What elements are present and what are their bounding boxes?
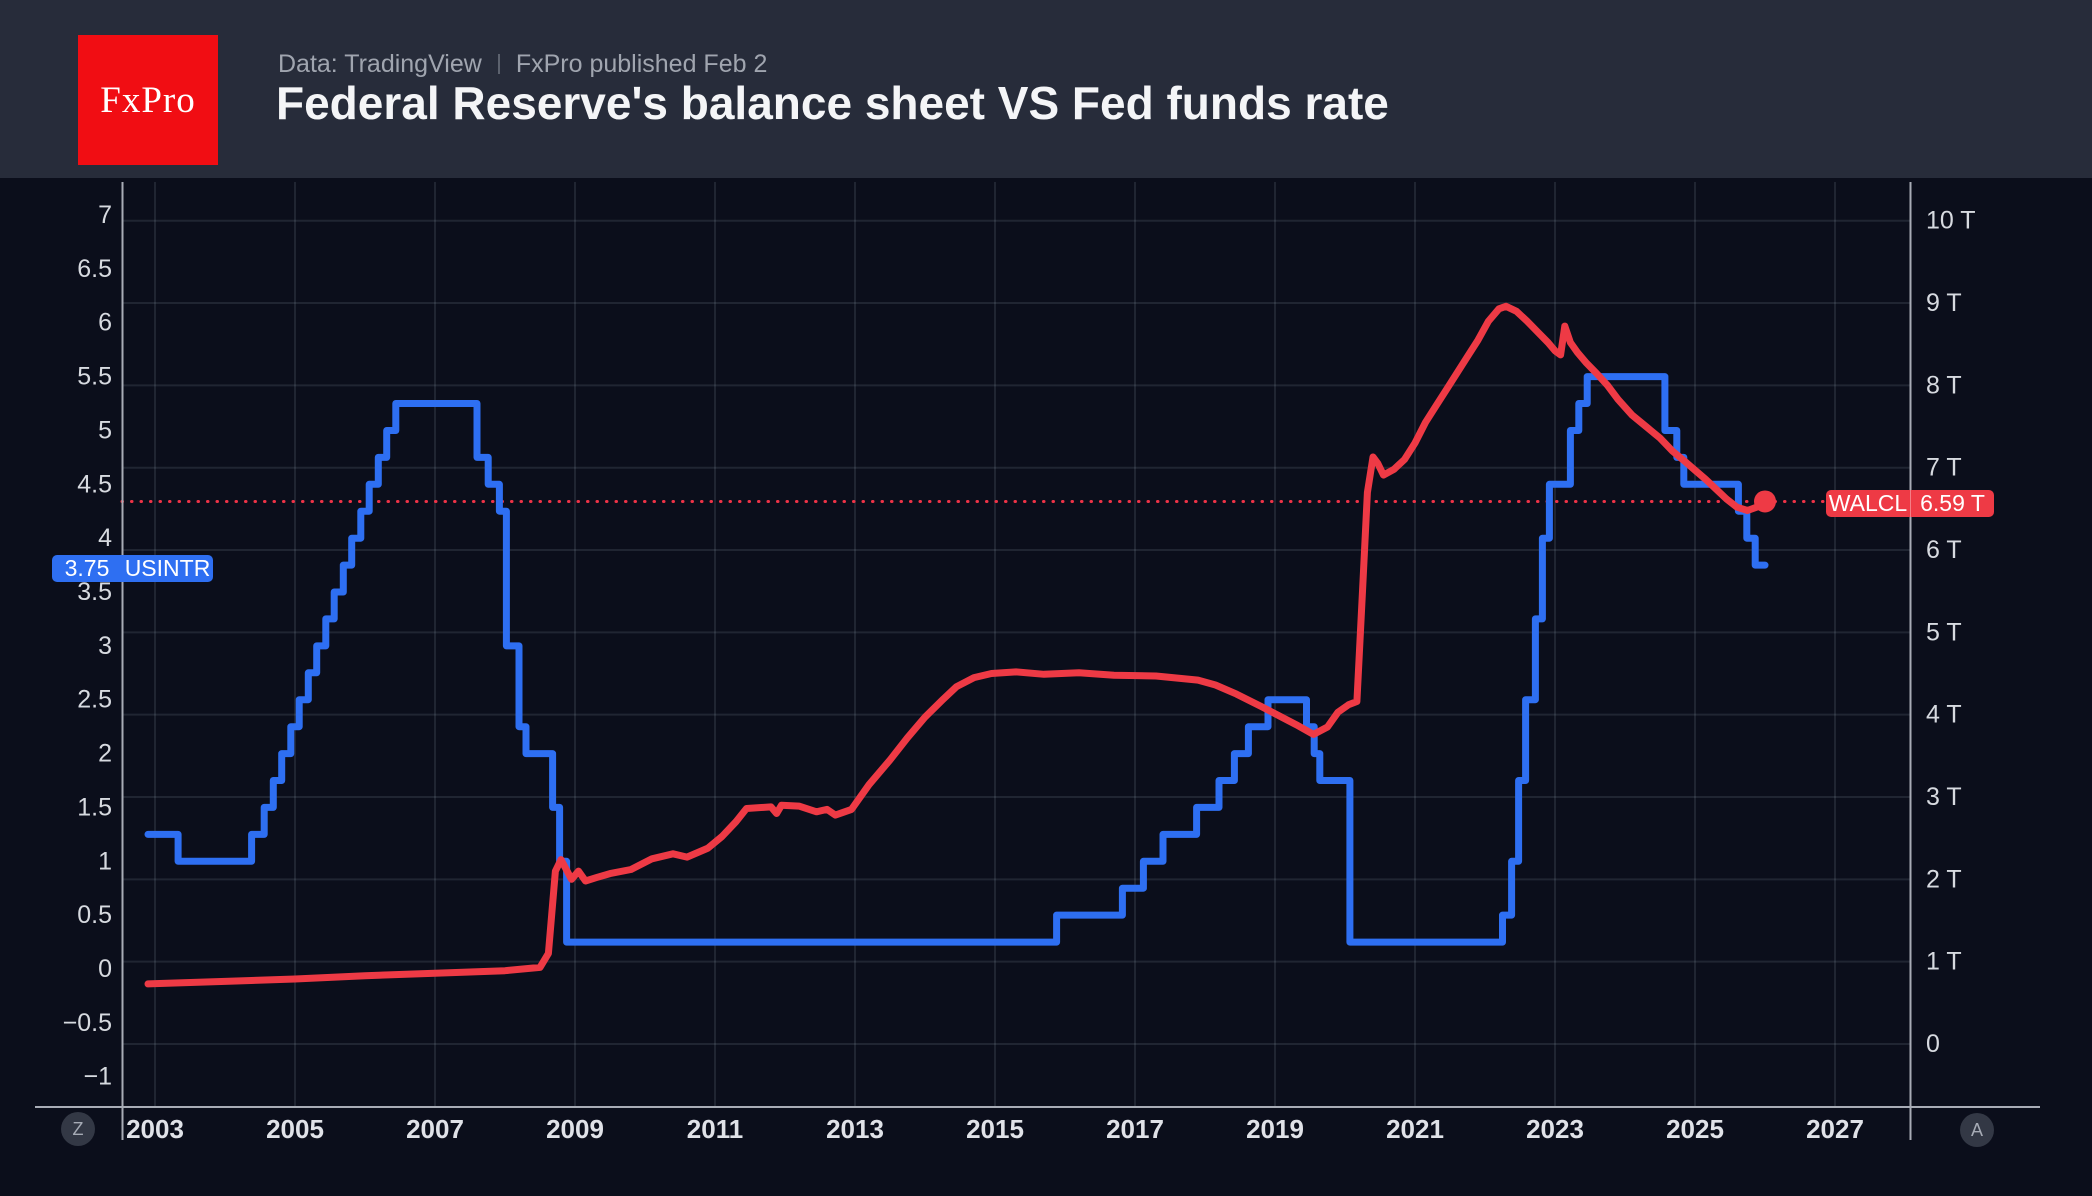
timezone-button[interactable]: Z <box>61 1112 95 1146</box>
left-axis-tick: 6 <box>98 309 112 337</box>
time-axis-tick: 2013 <box>826 1114 884 1144</box>
published-label: FxPro published Feb 2 <box>515 49 768 78</box>
right-axis-tick: 5 T <box>1926 618 1962 646</box>
header: FxPro Data: TradingView FxPro published … <box>0 0 2092 178</box>
time-axis-tick: 2007 <box>406 1114 464 1144</box>
fxpro-logo: FxPro <box>78 35 218 165</box>
left-axis-tick: 5 <box>98 416 112 444</box>
time-axis-tick: 2005 <box>266 1114 324 1144</box>
time-axis-tick: 2019 <box>1246 1114 1304 1144</box>
time-axis-tick: 2015 <box>966 1114 1024 1144</box>
left-axis-tick: 3 <box>98 632 112 660</box>
chart-source-line: Data: TradingView FxPro published Feb 2 <box>278 49 767 79</box>
right-axis-tick: 4 T <box>1926 701 1962 729</box>
left-axis-tick: 6.5 <box>77 255 112 283</box>
right-axis-tick: 3 T <box>1926 783 1962 811</box>
left-axis-tick: 2 <box>98 740 112 768</box>
left-axis-tick: 1.5 <box>77 793 112 821</box>
left-axis-tick: 7 <box>98 201 112 229</box>
left-axis-tick: 0 <box>98 955 112 983</box>
fxpro-logo-text: FxPro <box>100 79 196 121</box>
right-axis-tick: 1 T <box>1926 948 1962 976</box>
left-axis-tick: 0.5 <box>77 901 112 929</box>
usintr-series-label: USINTR <box>124 555 211 581</box>
data-source-label: Data: TradingView <box>278 49 482 78</box>
time-axis-tick: 2011 <box>687 1114 743 1144</box>
right-axis-tick: 8 T <box>1926 371 1962 399</box>
walcl-series-label: WALCL <box>1828 490 1908 516</box>
right-axis-tick: 7 T <box>1926 454 1962 482</box>
time-axis-tick: 2003 <box>126 1114 184 1144</box>
walcl-series-line <box>144 302 1769 988</box>
usintr-last-value: 3.75 <box>64 555 110 581</box>
usintr-series-line <box>144 373 1769 946</box>
right-axis-tick: 6 T <box>1926 536 1962 564</box>
time-axis-tick: 2027 <box>1806 1114 1864 1144</box>
right-axis-tick: 2 T <box>1926 865 1962 893</box>
subtitle-divider <box>497 54 500 74</box>
right-axis-tick: 0 <box>1926 1030 1940 1058</box>
left-axis-tick: 2.5 <box>77 686 112 714</box>
left-axis-tick: 4.5 <box>77 470 112 498</box>
right-axis-tick: 10 T <box>1926 207 1976 235</box>
walcl-last-value: 6.59 T <box>1910 490 1994 517</box>
page-title: Federal Reserve's balance sheet VS Fed f… <box>276 77 1389 129</box>
walcl-value-badge: WALCL 6.59 T <box>1826 490 1994 517</box>
auto-scale-button[interactable]: A <box>1960 1113 1994 1147</box>
left-axis-tick: 5.5 <box>77 363 112 391</box>
walcl-last-point-marker <box>1754 490 1776 513</box>
left-axis-tick: 4 <box>98 524 112 552</box>
time-axis-tick: 2023 <box>1526 1114 1584 1144</box>
left-axis-tick: −1 <box>83 1063 112 1091</box>
time-axis-tick: 2017 <box>1106 1114 1164 1144</box>
time-axis-tick: 2021 <box>1386 1114 1444 1144</box>
time-axis-tick: 2009 <box>546 1114 604 1144</box>
usintr-value-badge: 3.75 USINTR <box>52 555 213 582</box>
left-axis-tick: 3.5 <box>77 578 112 606</box>
right-axis-tick: 9 T <box>1926 289 1962 317</box>
time-axis-tick: 2025 <box>1666 1114 1724 1144</box>
left-axis-tick: 1 <box>98 847 112 875</box>
left-axis-tick: −0.5 <box>63 1009 112 1037</box>
